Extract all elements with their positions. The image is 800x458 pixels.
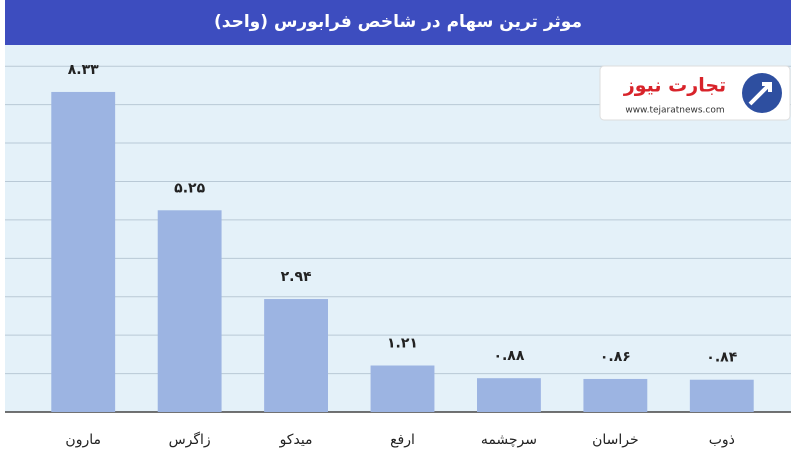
bar — [583, 378, 648, 412]
bar — [157, 210, 222, 412]
bar — [51, 91, 116, 412]
x-tick-label: ذوب — [709, 432, 735, 448]
chart-title: موثر ترین سهام در شاخص فرابورس (واحد) — [214, 12, 582, 32]
data-label: ۰.۸۸ — [493, 348, 524, 364]
x-tick-label: زاگرس — [169, 431, 211, 448]
x-tick-label: ارفع — [390, 432, 415, 448]
data-label: ۵.۲۵ — [174, 180, 205, 196]
title-bar — [5, 0, 791, 45]
data-label: ۰.۸۶ — [600, 349, 631, 365]
logo-box — [599, 65, 791, 121]
x-tick-label: مارون — [65, 432, 101, 448]
logo-arrow — [748, 82, 772, 106]
data-label: ۸.۳۳ — [68, 62, 99, 78]
x-tick-label: خراسان — [592, 432, 639, 448]
data-label: ۲.۹۴ — [281, 269, 312, 285]
bar — [689, 379, 754, 412]
bar — [370, 365, 435, 412]
logo-url: www.tejaratnews.com — [625, 106, 724, 116]
logo-name: تجارت نیوز — [623, 75, 726, 97]
bar — [264, 299, 328, 412]
x-tick-label: میدکو — [279, 432, 313, 448]
bar — [477, 378, 541, 412]
data-label: ۱.۲۱ — [387, 336, 418, 352]
data-label: ۰.۸۴ — [706, 350, 737, 366]
x-tick-label: سرچشمه — [481, 432, 537, 448]
